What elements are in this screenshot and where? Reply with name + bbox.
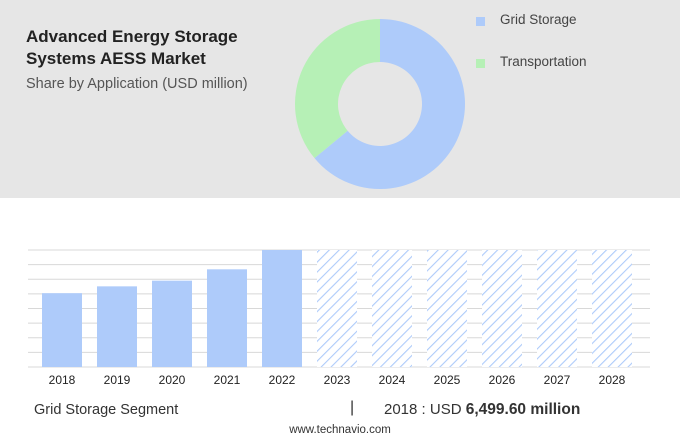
x-tick-label: 2028 xyxy=(599,373,626,387)
footer-separator: | xyxy=(350,399,355,416)
donut-slice-transportation xyxy=(295,19,380,159)
segment-label: Grid Storage Segment xyxy=(34,402,179,418)
legend-swatch-grid-storage xyxy=(476,17,485,26)
segment-value-amount: 6,499.60 million xyxy=(465,401,581,418)
segment-year-label: 2018 : USD xyxy=(384,401,462,418)
legend-swatch-transportation xyxy=(476,59,485,68)
forecast-bar-2026 xyxy=(482,250,522,367)
donut-chart xyxy=(295,19,465,190)
x-tick-label: 2021 xyxy=(214,373,241,387)
x-tick-label: 2020 xyxy=(159,373,186,387)
chart-subtitle: Share by Application (USD million) xyxy=(26,76,248,92)
legend-label: Transportation xyxy=(500,54,587,69)
x-tick-label: 2025 xyxy=(434,373,461,387)
bar-chart: 2018 2019 2020 2021 2022 2023 2024 2025 2026 2027… xyxy=(28,249,650,387)
bar-2018 xyxy=(42,293,82,367)
bar-2022 xyxy=(262,250,302,367)
bar-2021 xyxy=(207,269,247,367)
bar-2019 xyxy=(97,286,137,367)
forecast-bar-2025 xyxy=(427,250,467,367)
x-tick-label: 2019 xyxy=(104,373,131,387)
forecast-bar-2023 xyxy=(317,250,357,367)
source-link[interactable]: www.technavio.com xyxy=(289,424,391,436)
x-tick-label: 2023 xyxy=(324,373,351,387)
x-tick-label: 2018 xyxy=(49,373,76,387)
forecast-bar-2027 xyxy=(537,250,577,367)
x-tick-label: 2024 xyxy=(379,373,406,387)
forecast-bar-2024 xyxy=(372,250,412,367)
x-tick-label: 2027 xyxy=(544,373,571,387)
segment-value: 2018 : USD 6,499.60 million xyxy=(384,401,580,419)
bar-2020 xyxy=(152,280,192,367)
donut-slice-grid-storage xyxy=(314,19,465,190)
forecast-bar-2028 xyxy=(592,250,632,367)
legend-label: Grid Storage xyxy=(500,12,577,27)
x-tick-label: 2022 xyxy=(269,373,296,387)
x-tick-label: 2026 xyxy=(489,373,516,387)
chart-title: Advanced Energy Storage Systems AESS Mar… xyxy=(26,27,238,68)
